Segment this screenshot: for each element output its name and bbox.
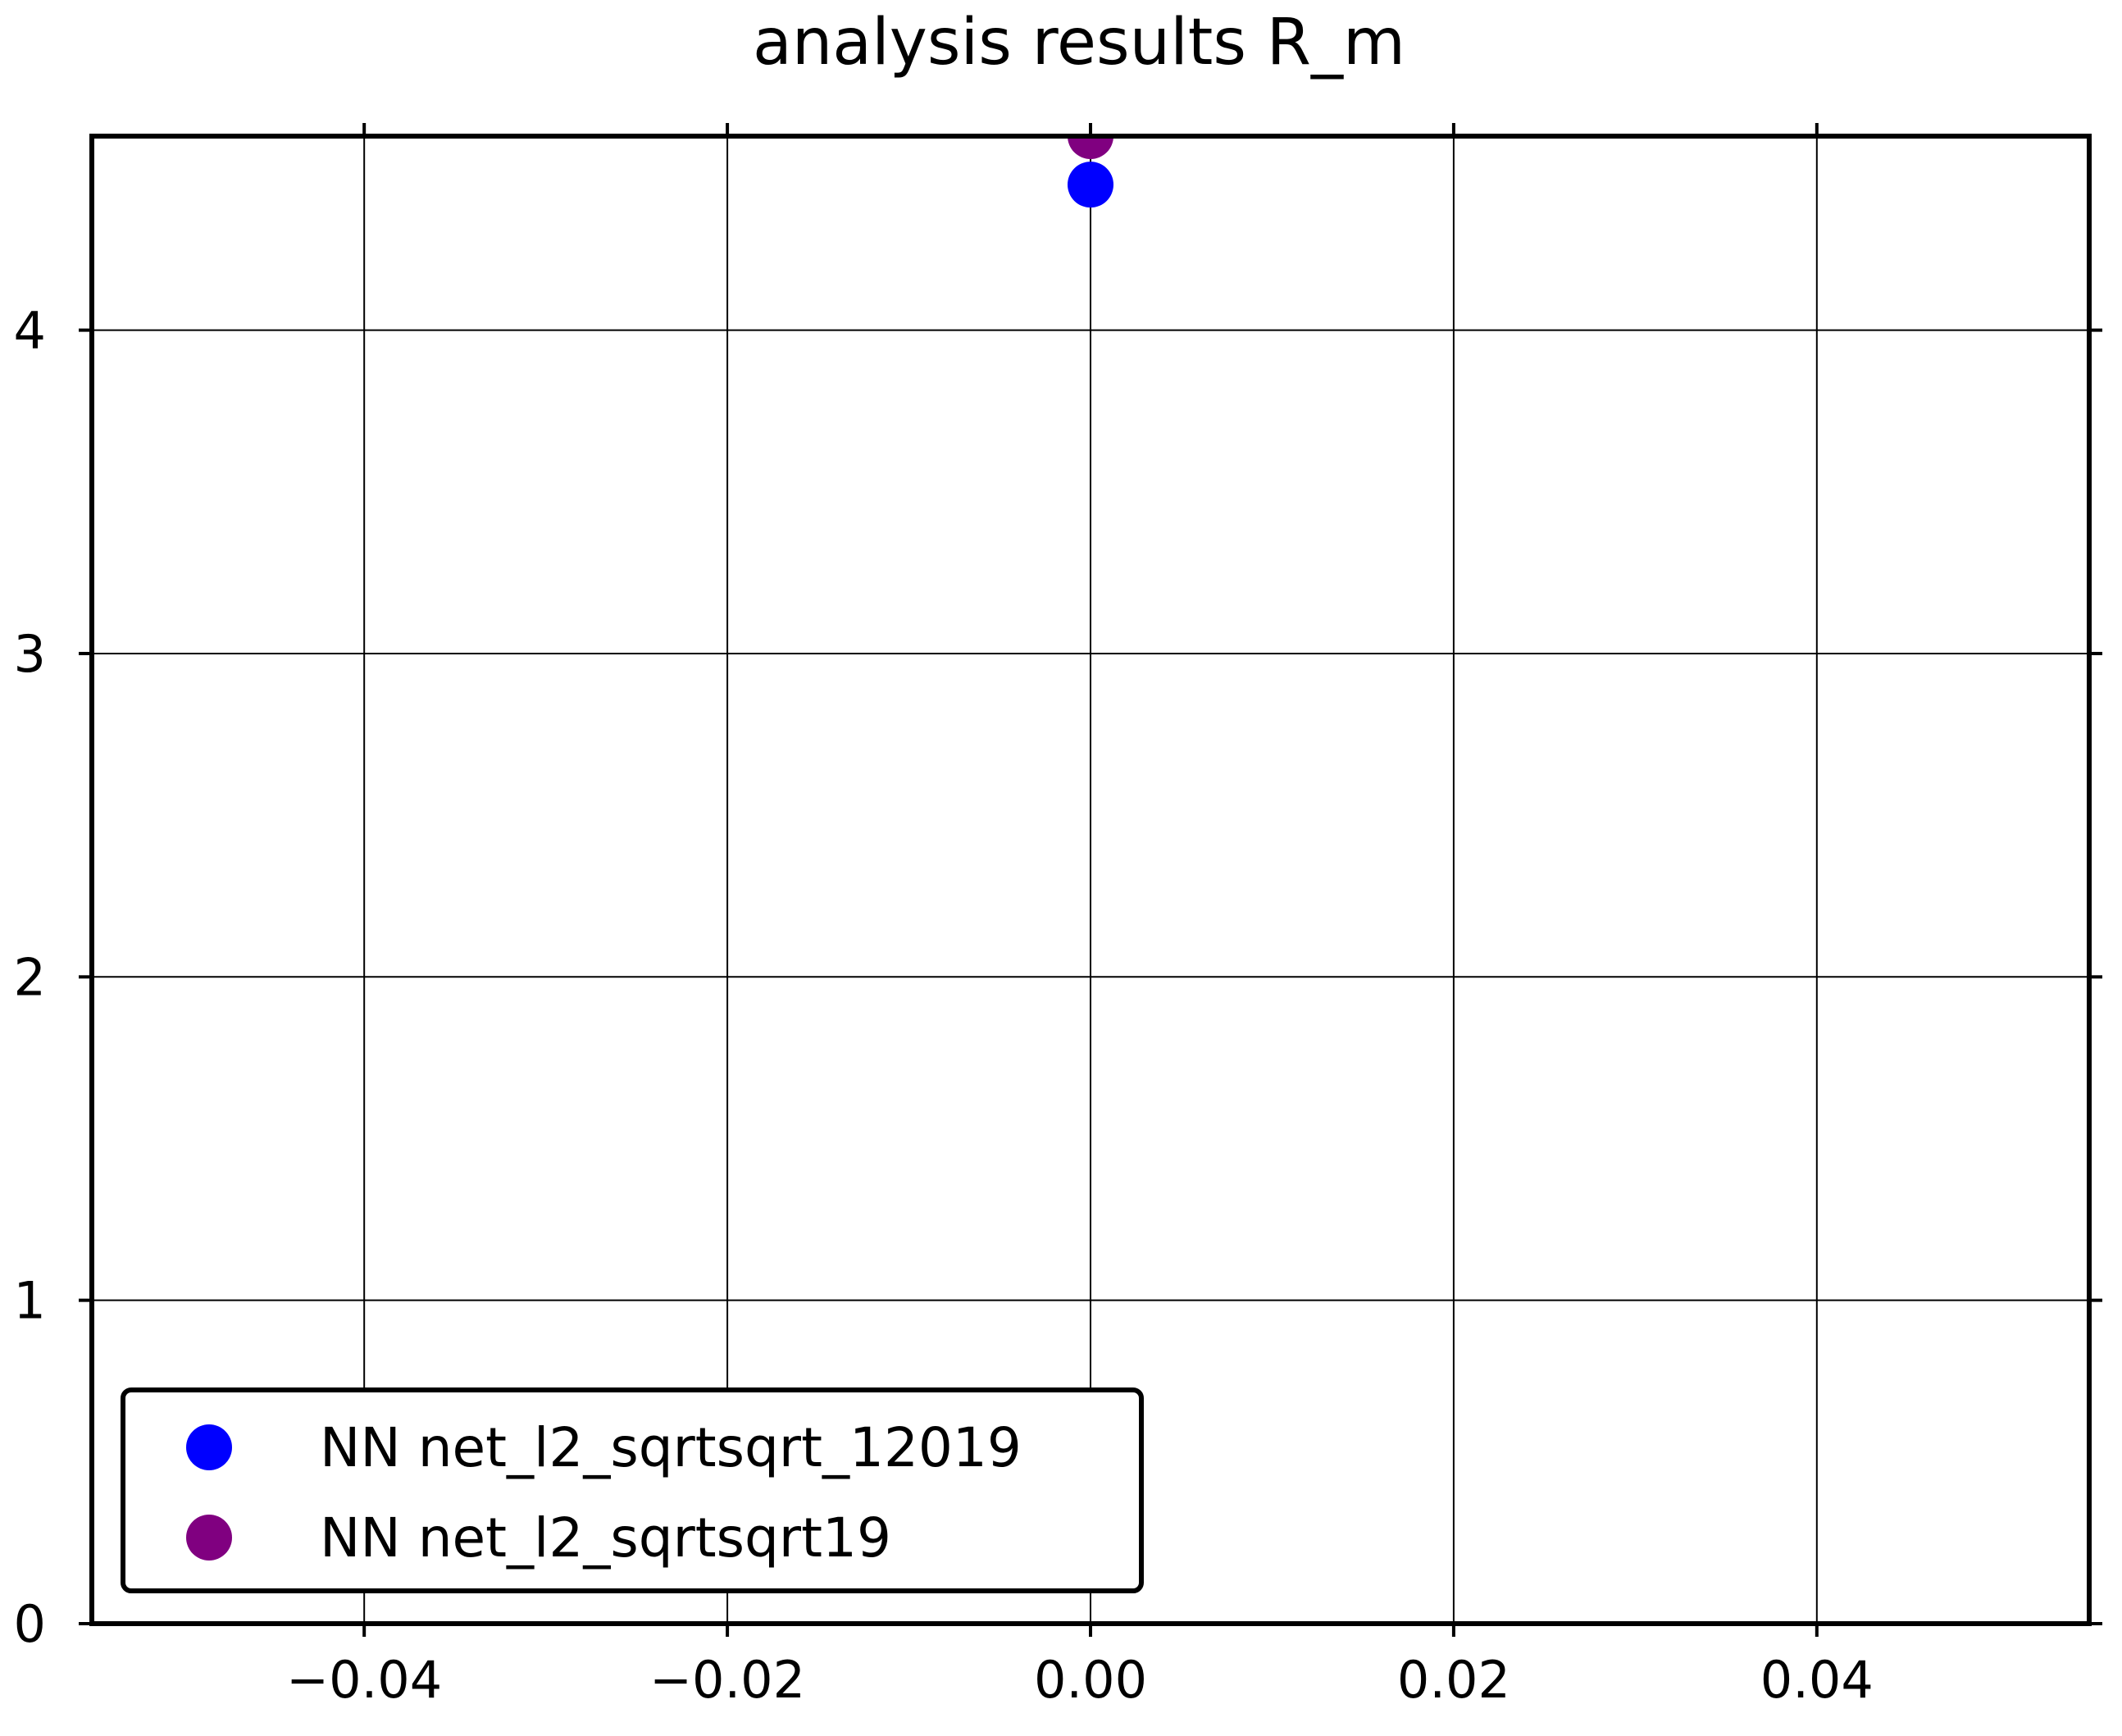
- data-points: [1068, 136, 1113, 208]
- x-tick-label: −0.04: [286, 1650, 442, 1710]
- y-tick-label: 1: [14, 1271, 46, 1331]
- plot-frame: [89, 134, 2092, 1626]
- x-tick-label: −0.02: [649, 1650, 805, 1710]
- legend-marker-0: [186, 1424, 232, 1470]
- legend-label-0: NN net_l2_sqrtsqrt_12019: [320, 1416, 1022, 1479]
- x-tick-label: 0.00: [1034, 1650, 1147, 1710]
- y-tick-label: 3: [14, 624, 46, 684]
- y-tick-label: 2: [14, 947, 46, 1007]
- legend-box: [121, 1387, 1144, 1593]
- y-tick-label: 0: [14, 1594, 46, 1654]
- data-point-series-1: [1068, 136, 1113, 159]
- legend-label-1: NN net_l2_sqrtsqrt19: [320, 1506, 891, 1570]
- data-point-series-0: [1068, 162, 1113, 208]
- legend: NN net_l2_sqrtsqrt_12019 NN net_l2_sqrtsq…: [121, 1387, 1144, 1593]
- x-tick-label: 0.02: [1397, 1650, 1510, 1710]
- legend-marker-1: [186, 1515, 232, 1561]
- chart-title: analysis results R_m: [753, 6, 1405, 80]
- x-tick-label: 0.04: [1760, 1650, 1874, 1710]
- x-tick-labels: −0.04 −0.02 0.00 0.02 0.04: [286, 1650, 1874, 1710]
- y-tick-label: 4: [14, 301, 46, 361]
- y-tick-labels: 0 1 2 3 4: [14, 301, 46, 1654]
